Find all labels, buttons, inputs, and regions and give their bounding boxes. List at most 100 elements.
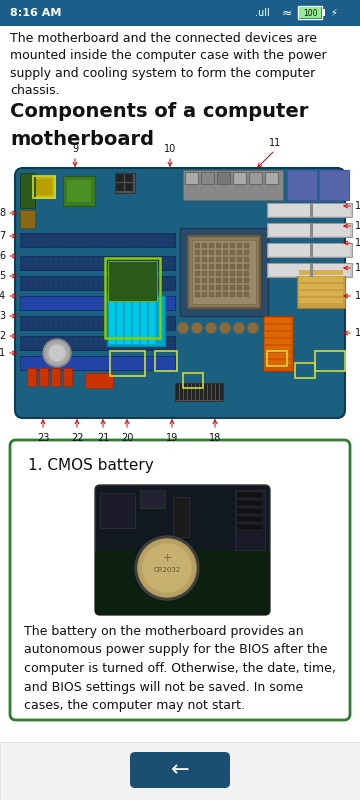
Bar <box>108 261 157 301</box>
Bar <box>209 264 214 269</box>
Bar <box>237 264 242 269</box>
Bar <box>105 258 160 338</box>
Bar <box>265 172 278 184</box>
Text: 9: 9 <box>72 144 78 154</box>
Circle shape <box>138 539 196 597</box>
Bar <box>110 351 145 376</box>
Bar <box>107 296 165 346</box>
Bar <box>202 285 207 290</box>
Bar <box>188 384 191 400</box>
Bar <box>202 250 207 255</box>
Bar <box>298 6 322 19</box>
Bar <box>20 356 175 370</box>
Bar <box>223 250 228 255</box>
Bar <box>299 277 343 282</box>
Text: +: + <box>162 553 172 563</box>
FancyBboxPatch shape <box>15 168 345 418</box>
Bar <box>180 228 268 316</box>
FancyBboxPatch shape <box>10 440 350 720</box>
Bar <box>0 0 360 26</box>
Bar <box>310 243 313 257</box>
Text: 10: 10 <box>164 144 176 154</box>
Bar <box>230 257 235 262</box>
Bar <box>244 250 249 255</box>
Bar <box>100 493 135 528</box>
Bar <box>195 243 200 248</box>
Bar <box>299 7 321 18</box>
Bar <box>195 285 200 290</box>
Circle shape <box>192 323 202 333</box>
Text: 3: 3 <box>0 311 5 321</box>
Bar <box>216 264 221 269</box>
Bar <box>216 243 221 248</box>
Bar <box>237 524 263 530</box>
Text: 15: 15 <box>355 263 360 273</box>
Bar <box>209 250 214 255</box>
Bar <box>67 180 91 202</box>
Bar <box>125 174 133 182</box>
Bar <box>116 183 124 191</box>
Bar <box>175 383 223 401</box>
Bar <box>265 325 291 330</box>
Text: 8: 8 <box>0 208 5 218</box>
Bar <box>315 351 345 371</box>
Text: 11: 11 <box>269 138 281 148</box>
Bar <box>223 243 228 248</box>
Bar <box>63 176 95 206</box>
Bar <box>183 170 283 200</box>
Bar <box>125 183 133 191</box>
Bar <box>140 490 165 508</box>
Text: 20: 20 <box>121 433 133 443</box>
Bar <box>237 271 242 276</box>
Bar <box>299 291 343 296</box>
Bar <box>208 384 211 400</box>
Bar <box>216 285 221 290</box>
Bar <box>310 223 313 237</box>
Bar <box>209 285 214 290</box>
Bar <box>202 271 207 276</box>
Text: 5: 5 <box>0 271 5 281</box>
Bar <box>267 203 352 217</box>
Bar <box>209 292 214 297</box>
Bar <box>244 243 249 248</box>
Bar <box>20 276 175 290</box>
Bar <box>230 271 235 276</box>
Bar <box>216 292 221 297</box>
Circle shape <box>135 536 199 600</box>
Text: CR2032: CR2032 <box>153 567 181 573</box>
Bar <box>185 172 198 184</box>
Text: 1. CMOS battery: 1. CMOS battery <box>28 458 154 473</box>
Text: 21: 21 <box>97 433 109 443</box>
Bar <box>115 173 135 193</box>
Bar <box>269 264 350 276</box>
Bar <box>195 292 200 297</box>
Bar <box>202 264 207 269</box>
Bar <box>244 257 249 262</box>
Bar <box>149 298 155 344</box>
Bar <box>184 384 187 400</box>
Bar <box>237 492 263 498</box>
Bar <box>85 373 113 388</box>
Text: 7: 7 <box>0 231 5 241</box>
Bar <box>230 264 235 269</box>
Bar <box>20 210 35 228</box>
Bar <box>230 278 235 283</box>
Bar <box>33 176 55 198</box>
Bar <box>200 384 203 400</box>
Text: 17: 17 <box>355 328 360 338</box>
Bar <box>202 278 207 283</box>
Bar <box>230 243 235 248</box>
Bar <box>249 172 262 184</box>
Bar <box>155 351 177 371</box>
Text: 22: 22 <box>71 433 83 443</box>
Bar <box>265 353 291 358</box>
Bar <box>265 339 291 344</box>
Bar <box>297 268 345 308</box>
Bar <box>265 346 291 351</box>
Bar <box>133 298 139 344</box>
Bar <box>195 271 200 276</box>
Text: 16: 16 <box>355 291 360 301</box>
Bar <box>20 233 175 247</box>
Bar <box>209 271 214 276</box>
Bar <box>269 244 350 256</box>
